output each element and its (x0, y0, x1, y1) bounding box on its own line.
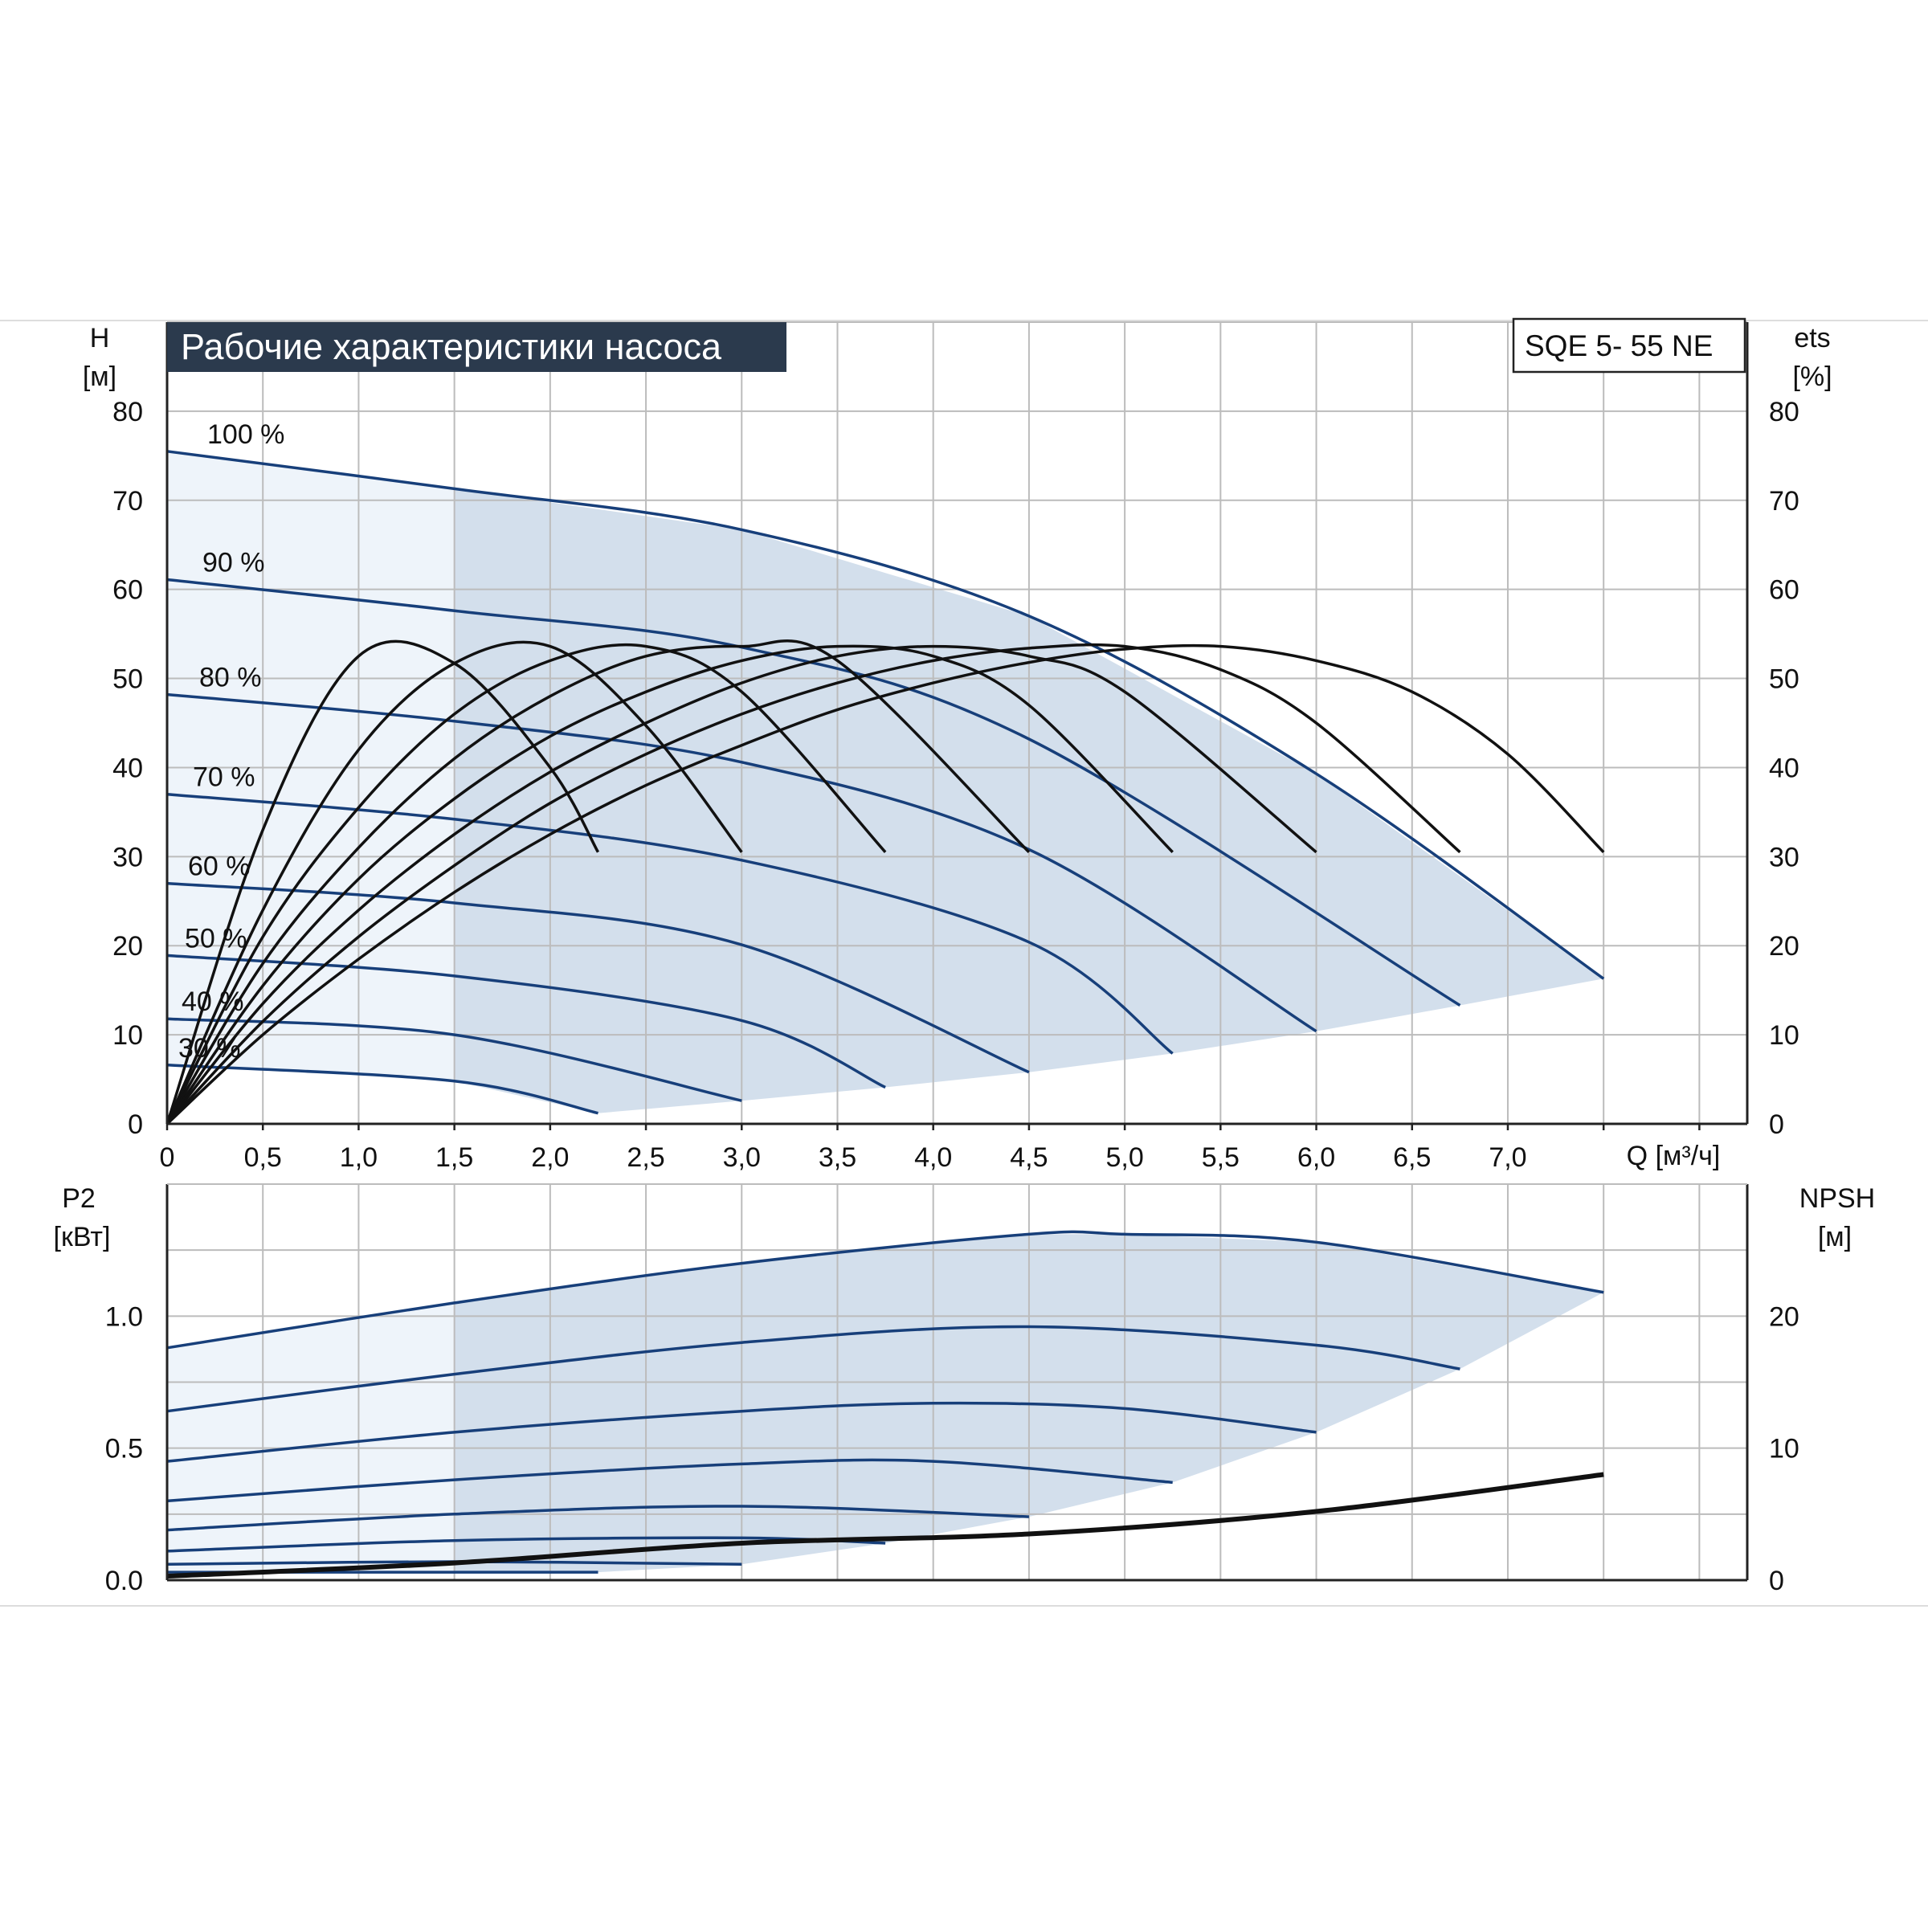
head-tick-label: 60 (112, 575, 143, 606)
efficiency-tick-label: 60 (1769, 575, 1799, 606)
x-tick-label: 6,5 (1393, 1142, 1431, 1173)
power-axis-label: P2 (62, 1183, 96, 1214)
x-tick-label: 1,0 (340, 1142, 378, 1173)
axes (165, 322, 1749, 1582)
speed-label: 100 % (207, 419, 284, 450)
efficiency-curve-6 (165, 644, 1317, 1125)
x-tick-label: 4,5 (1010, 1142, 1048, 1173)
efficiency-tick-label: 80 (1769, 397, 1799, 427)
x-tick-label: 3,0 (723, 1142, 761, 1173)
x-tick-label: 2,5 (627, 1142, 664, 1173)
power-curve-4 (166, 1458, 1173, 1503)
head-curve-6 (166, 954, 886, 1089)
efficiency-axis-unit: [%] (1792, 361, 1832, 392)
efficiency-curves (165, 639, 1605, 1125)
x-tick-label: 2,0 (531, 1142, 569, 1173)
power-tick-label: 1.0 (105, 1301, 143, 1332)
x-tick-label: 5,5 (1202, 1142, 1240, 1173)
npsh-curve (166, 1472, 1604, 1579)
speed-label: 80 % (199, 663, 262, 693)
head-tick-label: 0 (128, 1109, 143, 1140)
efficiency-tick-label: 30 (1769, 842, 1799, 872)
power-tick-label: 0.5 (105, 1434, 143, 1464)
head-curve-8 (166, 1064, 598, 1115)
efficiency-tick-label: 10 (1769, 1020, 1799, 1051)
efficiency-curve-2 (165, 640, 743, 1125)
efficiency-tick-label: 40 (1769, 753, 1799, 783)
npsh-curve-group (166, 1472, 1604, 1579)
efficiency-curve-5 (165, 644, 1174, 1125)
npsh-tick-label: 10 (1769, 1434, 1799, 1464)
power-curve-5 (166, 1505, 1029, 1532)
head-curve-5 (166, 881, 1030, 1074)
x-tick-label: 3,5 (819, 1142, 856, 1173)
npsh-tick-label: 0 (1769, 1566, 1784, 1596)
head-tick-label: 50 (112, 664, 143, 695)
x-tick-label: 0 (160, 1142, 175, 1173)
power-curve-3 (166, 1401, 1317, 1463)
efficiency-curve-7 (165, 643, 1461, 1125)
efficiency-curve-3 (165, 643, 887, 1125)
npsh-tick-label: 20 (1769, 1301, 1799, 1332)
model-label: SQE 5- 55 NE (1525, 329, 1713, 362)
head-curve-4 (166, 792, 1174, 1055)
head-curve-7 (166, 1017, 742, 1102)
x-tick-label: 7,0 (1489, 1142, 1526, 1173)
efficiency-tick-label: 70 (1769, 486, 1799, 517)
speed-label: 40 % (182, 986, 244, 1017)
power-curve-1 (166, 1230, 1604, 1350)
speed-label: 70 % (193, 762, 255, 793)
model-box (1512, 317, 1746, 374)
speed-label: 50 % (185, 923, 247, 954)
speed-labels: 100 % 90 % 80 % 70 % 60 % 50 % 40 % 30 % (178, 419, 284, 1064)
labels: Рабочие характеристики насоса SQE 5- 55 … (54, 317, 1875, 1252)
power-tick-label: 0.0 (105, 1566, 143, 1596)
speed-label: 30 % (178, 1033, 241, 1064)
head-curve-3 (166, 692, 1317, 1033)
power-curves (166, 1230, 1604, 1574)
efficiency-axis-label: ets (1794, 323, 1830, 353)
x-tick-label: 5,0 (1105, 1142, 1143, 1173)
efficiency-tick-label: 0 (1769, 1109, 1784, 1140)
x-tick-label: 4,0 (914, 1142, 952, 1173)
efficiency-curve-4 (165, 639, 1031, 1125)
efficiency-tick-label: 50 (1769, 664, 1799, 695)
speed-label: 60 % (188, 852, 251, 882)
speed-label: 90 % (202, 547, 265, 578)
head-curve-1 (166, 450, 1605, 980)
head-tick-label: 70 (112, 486, 143, 517)
head-tick-label: 10 (112, 1020, 143, 1051)
efficiency-curve-8 (165, 643, 1605, 1125)
npsh-axis-label: NPSH (1799, 1183, 1875, 1214)
flow-axis-label: Q [м³/ч] (1627, 1141, 1721, 1171)
npsh-axis-unit: [м] (1818, 1222, 1852, 1252)
chart-title: Рабочие характеристики насоса (181, 326, 722, 367)
title-background (167, 322, 786, 372)
head-axis-label: H (90, 323, 110, 353)
efficiency-tick-label: 20 (1769, 931, 1799, 962)
x-tick-label: 1,5 (435, 1142, 473, 1173)
power-band-light (167, 1302, 455, 1573)
efficiency-curve-1 (165, 639, 600, 1125)
head-tick-label: 40 (112, 753, 143, 783)
power-curve-2 (166, 1325, 1460, 1413)
tick-labels: 0 0,5 1,0 1,5 2,0 2,5 3,0 3,5 4,0 4,5 5,0 5,5 6,0 6,5… (105, 397, 1799, 1596)
head-axis-unit: [м] (83, 361, 116, 392)
head-tick-label: 20 (112, 931, 143, 962)
x-tick-label: 6,0 (1297, 1142, 1335, 1173)
head-tick-label: 80 (112, 397, 143, 427)
head-tick-label: 30 (112, 842, 143, 872)
head-band-light (167, 451, 455, 1081)
head-curve-2 (166, 578, 1461, 1007)
power-axis-unit: [кВт] (54, 1222, 111, 1252)
x-tick-label: 0,5 (244, 1142, 282, 1173)
head-curves (166, 450, 1605, 1115)
